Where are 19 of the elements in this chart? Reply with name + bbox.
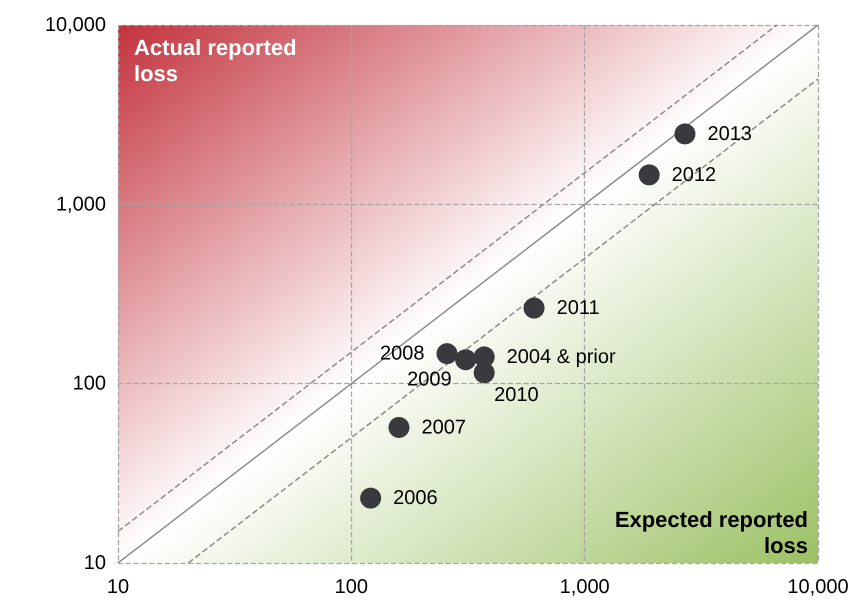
series-label: 2004 & prior	[506, 346, 616, 368]
series-label: 2013	[707, 122, 752, 145]
y-tick-label: 10,000	[44, 14, 106, 36]
y-tick-label: 10	[84, 552, 106, 574]
series-label: 2011	[556, 297, 600, 320]
y-tick-label: 100	[72, 372, 106, 395]
annotation: Expected reported loss	[614, 507, 808, 559]
series-label: 2009	[407, 368, 452, 391]
annotation: Actual reported loss	[134, 35, 298, 87]
series-label: 2006	[393, 487, 438, 510]
series-label: 2010	[494, 384, 539, 406]
x-tick-label: 1,000	[560, 576, 610, 598]
x-tick-label: 10	[106, 576, 130, 598]
x-tick-label: 10,000	[787, 576, 849, 598]
series-label: 2007	[421, 416, 466, 438]
y-tick-label: 1,000	[56, 193, 106, 216]
x-tick-label: 100	[334, 576, 368, 598]
series-label: 2008	[380, 342, 424, 365]
series-label: 2012	[672, 164, 716, 186]
